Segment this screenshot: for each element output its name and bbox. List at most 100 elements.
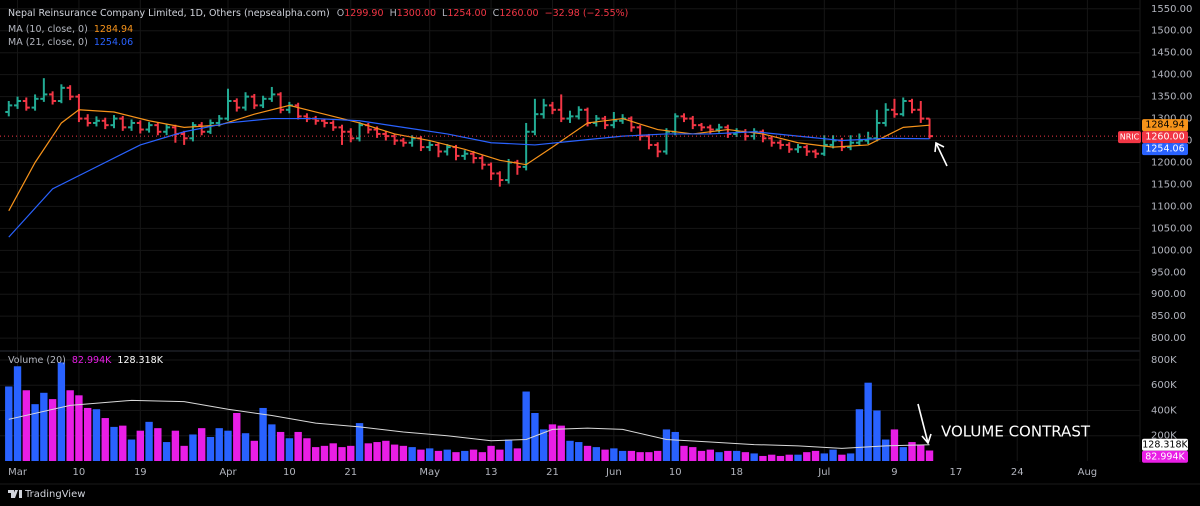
volume-bar (846, 453, 855, 461)
volume-bar (329, 443, 337, 461)
volume-bar (794, 454, 802, 461)
price-tag (1142, 131, 1188, 144)
volume-bar (259, 407, 267, 461)
volume-bar (627, 450, 636, 461)
x-tick-label: Aug (1078, 467, 1098, 478)
ohlc-value: 1300.00 (397, 8, 436, 19)
price-arrow (934, 141, 948, 167)
volume-bar (566, 440, 574, 461)
volume-bar (811, 450, 820, 461)
volume-bar (803, 452, 811, 461)
legend-entry: MA (10, close, 0) (8, 24, 88, 35)
y-tick-label: 800.00 (1151, 333, 1186, 344)
volume-bar (776, 455, 785, 461)
x-tick-label: 18 (730, 467, 743, 478)
x-tick-label: 24 (1011, 467, 1024, 478)
price-tag-label: 82.994K (1145, 451, 1185, 462)
ohlc-key: O (337, 8, 344, 19)
volume-bar (373, 442, 381, 461)
volume-bar (101, 418, 109, 461)
annotation: VOLUME CONTRAST (941, 423, 1091, 441)
volume-ma-line (8, 399, 930, 449)
volume-bar (680, 445, 688, 461)
ma-legend: MA (21, close, 0) 1254.06 (8, 37, 133, 48)
volume-bar (136, 430, 144, 461)
arrow-head (921, 433, 932, 445)
volume-bar (224, 430, 232, 461)
volume-bar (838, 454, 846, 461)
volume-bar (110, 426, 118, 461)
ohlc-value: 1299.90 (344, 8, 383, 19)
volume-bar (189, 434, 197, 461)
y-tick-label: 1050.00 (1151, 223, 1192, 234)
x-tick-label: Apr (219, 467, 237, 478)
y-tick-label: 1300.00 (1151, 114, 1192, 125)
y-tick-label: 850.00 (1151, 311, 1186, 322)
volume-bar (399, 445, 408, 461)
volume-bar (522, 391, 530, 461)
ma-line (8, 117, 930, 238)
volume-bar (215, 428, 223, 461)
volume-bar (531, 413, 539, 461)
volume-bar (241, 433, 250, 461)
volume-bar (355, 423, 364, 461)
volume-bar (250, 440, 258, 461)
x-tick-label: 10 (669, 467, 682, 478)
volume-bar (882, 439, 890, 461)
volume-bar (540, 429, 548, 461)
volume-bar (855, 409, 864, 461)
y-tick-label: 1500.00 (1151, 26, 1192, 37)
x-tick-label: May (419, 467, 440, 478)
ohlc-key: L (442, 8, 448, 19)
price-tag-label: 1260.00 (1145, 132, 1184, 143)
volume-bar (92, 409, 101, 461)
volume-bar (84, 407, 92, 461)
volume-bar (426, 448, 434, 461)
x-tick-label: 21 (344, 467, 357, 478)
volume-bar (750, 453, 758, 461)
x-tick-label: 19 (134, 467, 147, 478)
x-tick-label: 10 (73, 467, 86, 478)
volume-bar (829, 449, 837, 461)
x-tick-label: 10 (283, 467, 296, 478)
legend-value: 82.994K (72, 355, 112, 366)
volume-bar (171, 430, 180, 461)
volume-bar (917, 444, 925, 461)
volume-bar (768, 454, 776, 461)
volume-bar (820, 453, 828, 461)
volume-bar (13, 366, 22, 461)
price-tag-label: 128.318K (1142, 439, 1188, 450)
logo-mark (8, 490, 22, 498)
volume-bar (303, 438, 311, 461)
volume-bar (127, 439, 136, 461)
volume-bar (268, 424, 276, 461)
y-tick-label: 1200.00 (1151, 157, 1192, 168)
price-tag-label: 1284.94 (1145, 120, 1184, 131)
volume-bar (285, 438, 294, 461)
volume-bar (864, 382, 872, 461)
volume-bar (198, 428, 206, 461)
price-tag-label: 1254.06 (1145, 144, 1184, 155)
legend-value: 1254.06 (94, 37, 133, 48)
volume-bar (57, 362, 66, 461)
arrow-shaft (935, 142, 948, 167)
y-tick-label: 1150.00 (1151, 179, 1192, 190)
arrow-shaft (917, 403, 929, 444)
volume-bar (732, 450, 741, 461)
volume-bar (180, 445, 188, 461)
volume-bar (461, 450, 469, 461)
volume-bar (706, 449, 714, 461)
volume-bar (759, 455, 767, 461)
volume-bar (364, 443, 372, 461)
volume-bar (548, 424, 557, 461)
volume-bar (162, 442, 171, 461)
volume-bar (119, 425, 127, 461)
volume-bar (645, 452, 653, 461)
x-tick-label: 9 (891, 467, 897, 478)
volume-bar (5, 386, 13, 461)
volume-bar (338, 447, 346, 461)
y-tick-label: 200K (1151, 431, 1177, 442)
volume-bar (557, 425, 565, 461)
volume-bar (276, 431, 285, 461)
